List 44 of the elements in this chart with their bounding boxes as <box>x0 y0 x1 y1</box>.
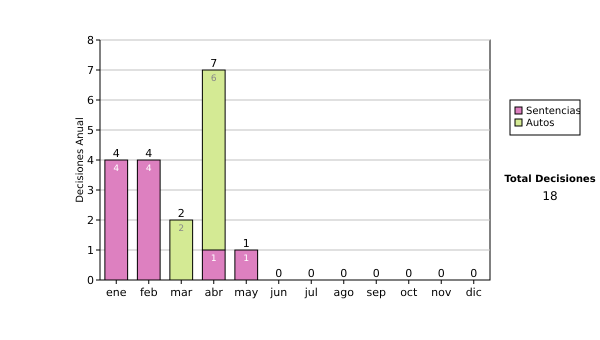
data-label: 2 <box>178 224 184 234</box>
total-label: 1 <box>242 237 250 250</box>
y-axis-title: Decisiones Anual <box>75 117 86 203</box>
x-tick-label: oct <box>400 286 418 299</box>
total-label: 7 <box>210 57 218 70</box>
y-tick-label: 2 <box>87 214 94 227</box>
legend-label: Sentencias <box>526 106 581 117</box>
x-tick-label: mar <box>170 286 193 299</box>
total-label: 0 <box>340 267 348 280</box>
data-label: 4 <box>113 164 120 174</box>
x-tick-label: sep <box>366 286 386 299</box>
x-tick-label: feb <box>140 286 158 299</box>
total-label: 0 <box>372 267 380 280</box>
text: Total Decisiones <box>504 174 596 185</box>
total-label: 0 <box>275 267 282 280</box>
total-label: 4 <box>112 147 120 160</box>
x-tick-label: may <box>234 286 259 299</box>
y-tick-label: 4 <box>87 154 94 167</box>
x-tick-label: dic <box>466 286 482 299</box>
data-label: 6 <box>210 74 217 84</box>
y-tick-label: 5 <box>87 124 94 137</box>
y-tick-label: 3 <box>87 184 94 197</box>
y-tick-label: 1 <box>87 244 94 257</box>
total-label: 0 <box>308 267 315 280</box>
x-tick-label: ene <box>106 286 127 299</box>
x-tick-label: abr <box>204 286 224 299</box>
data-label: 4 <box>146 164 152 174</box>
y-tick-label: 7 <box>87 64 94 77</box>
x-tick-label: jul <box>304 286 318 299</box>
total-label: 0 <box>405 267 412 280</box>
y-tick-label: 6 <box>87 94 94 107</box>
text: 18 <box>542 189 558 203</box>
total-label: 0 <box>438 267 445 280</box>
x-tick-label: nov <box>431 286 452 299</box>
y-tick-label: 0 <box>87 274 94 287</box>
x-tick-label: ago <box>334 286 354 299</box>
x-tick-label: jun <box>269 286 288 299</box>
total-label: 2 <box>178 207 185 220</box>
total-label: 0 <box>470 267 478 280</box>
data-label: 1 <box>243 254 250 264</box>
y-tick-label: 8 <box>87 34 94 47</box>
total-label: 4 <box>145 147 152 160</box>
legend-label: Autos <box>526 118 554 129</box>
data-label: 1 <box>210 254 217 264</box>
